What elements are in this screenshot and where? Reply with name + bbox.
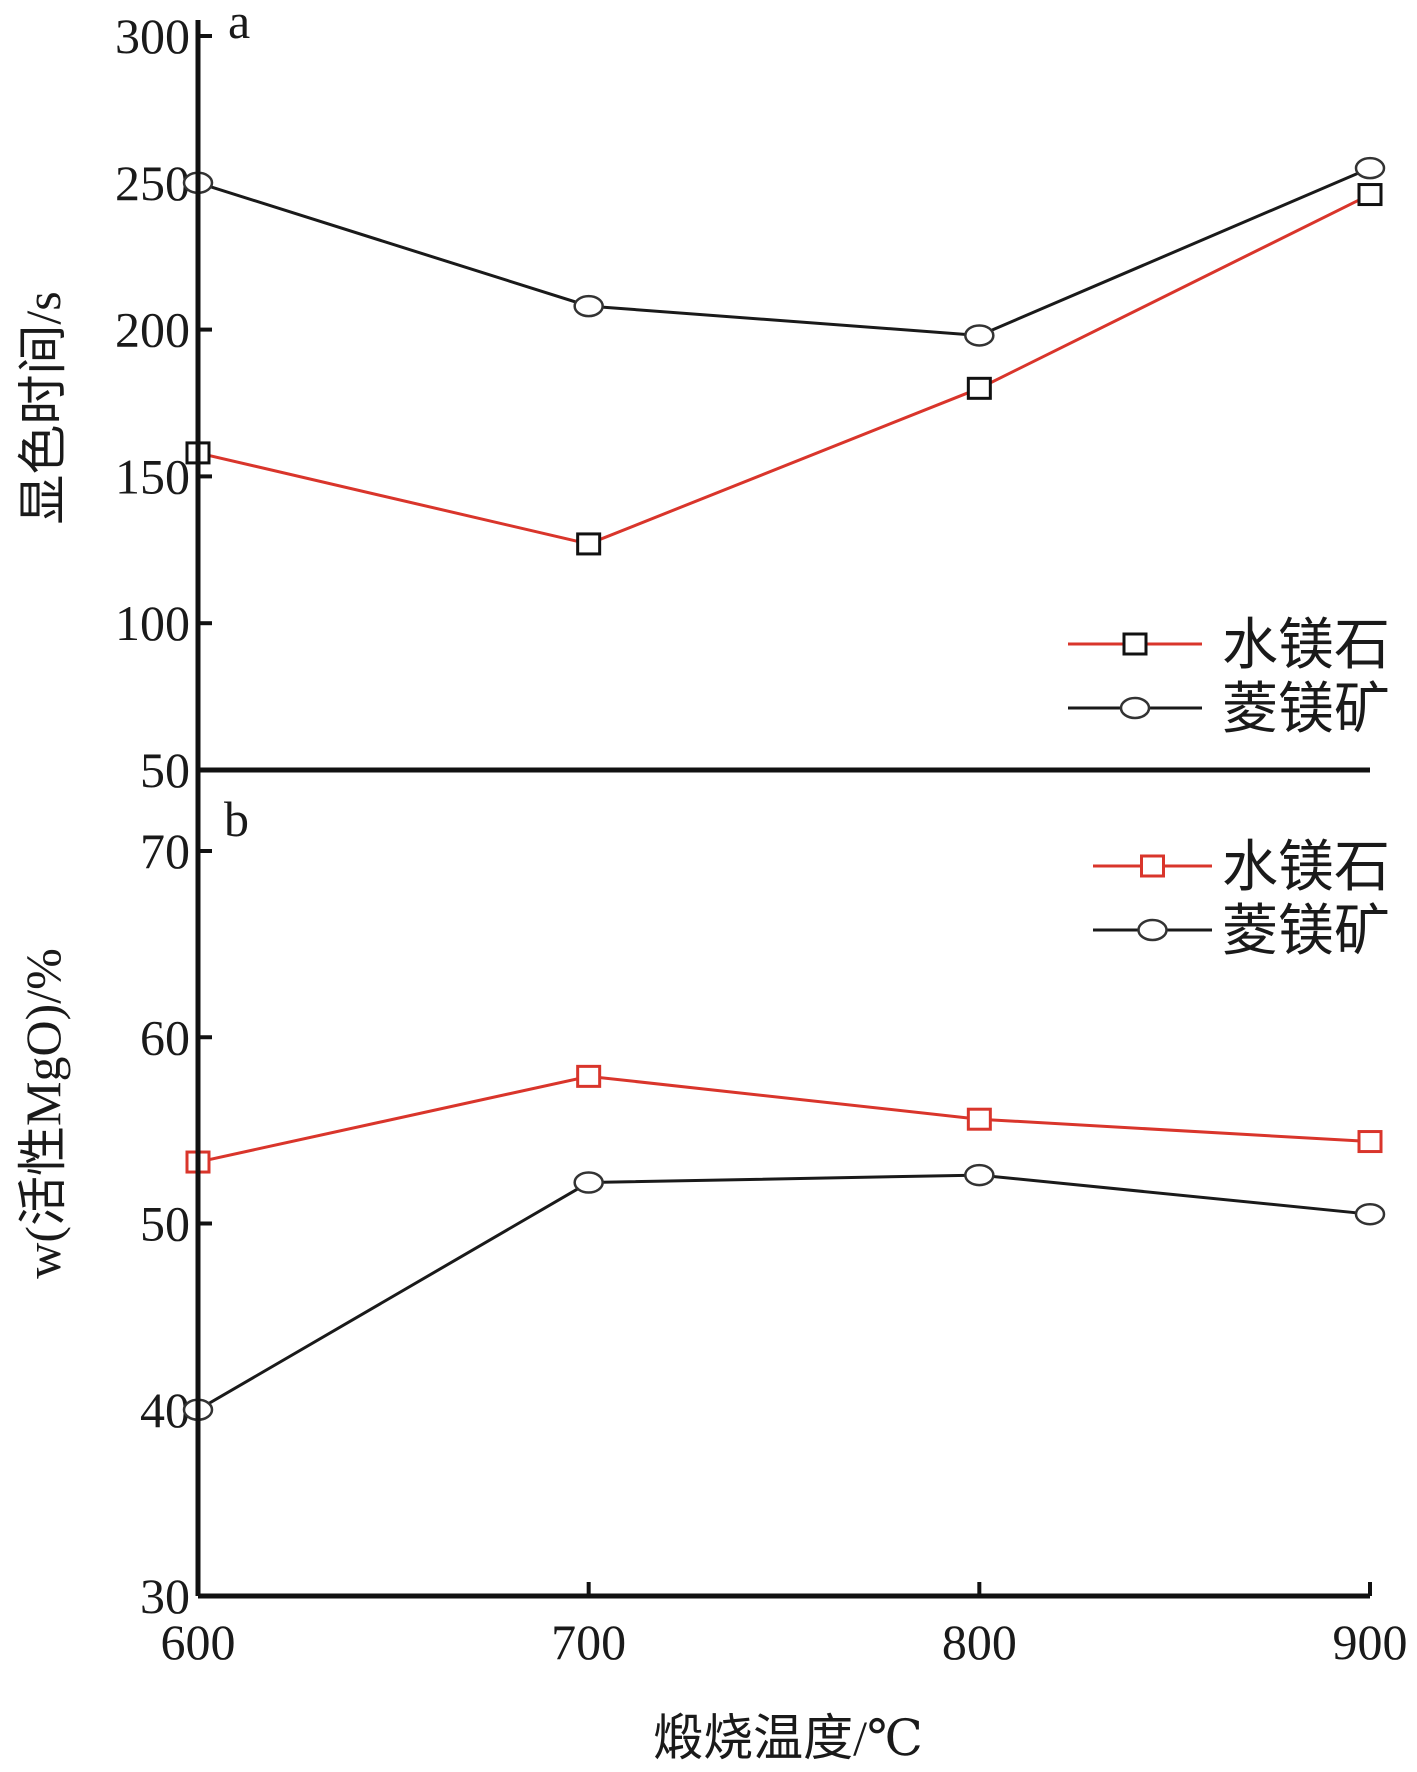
panel-a-series-1-point bbox=[1357, 183, 1383, 207]
panel-b-series-2-point bbox=[964, 1163, 995, 1187]
panel-b-series-1-point bbox=[966, 1107, 992, 1131]
panel-b-series-1-point bbox=[576, 1064, 602, 1088]
x-tick-label: 900 bbox=[1333, 1614, 1408, 1670]
panel-a-y-tick-label: 250 bbox=[115, 155, 190, 211]
panel-b-legend-marker-1 bbox=[1140, 854, 1165, 878]
panel-a-y-tick-label: 200 bbox=[115, 302, 190, 358]
x-tick-label: 600 bbox=[161, 1614, 236, 1670]
panel-a-legend-label-2: 菱镁矿 bbox=[1222, 679, 1390, 741]
panel-a-series-2-point bbox=[1354, 156, 1386, 180]
panel-a-series-2-line bbox=[197, 166, 1371, 337]
panel-b-y-tick-label: 60 bbox=[140, 1009, 190, 1065]
panel-b-series-2-point bbox=[573, 1171, 604, 1194]
panel-b-series-2-point bbox=[1354, 1202, 1386, 1226]
panel-a-series-2-point bbox=[964, 324, 995, 347]
panel-b-label: b bbox=[224, 791, 249, 847]
panel-b-legend-marker-2 bbox=[1137, 918, 1168, 942]
panel-a-y-tick-label: 50 bbox=[140, 742, 190, 798]
panel-a-label: a bbox=[228, 0, 250, 49]
x-axis-title: 煅烧温度/℃ bbox=[653, 1710, 923, 1766]
panel-a-legend-marker-1 bbox=[1122, 632, 1148, 656]
shared-x-axis: 600 700 800 900 煅烧温度/℃ bbox=[161, 20, 1408, 1766]
x-tick-label: 800 bbox=[942, 1614, 1017, 1670]
panel-b-legend-label-2: 菱镁矿 bbox=[1222, 901, 1390, 963]
panel-b-series-1-point bbox=[1357, 1130, 1383, 1154]
panel-a-series-1-line bbox=[197, 193, 1371, 546]
panel-a-legend-label-1: 水镁石 bbox=[1222, 615, 1390, 677]
panel-a-legend-marker-2 bbox=[1119, 696, 1151, 720]
panel-a-y-tick-label: 300 bbox=[115, 8, 190, 64]
panel-b-y-tick-label: 30 bbox=[140, 1568, 190, 1624]
panel-a-y-axis-title: 显色时间/s bbox=[15, 291, 71, 524]
panel-b-y-axis-title: w(活性MgO)/% bbox=[15, 948, 71, 1279]
panel-a-y-tick-label: 150 bbox=[115, 448, 190, 504]
panel-a-series-1-point bbox=[966, 376, 992, 400]
x-tick-label: 700 bbox=[551, 1614, 626, 1670]
panel-b-y-tick-label: 70 bbox=[140, 823, 190, 879]
panel-b-series-2-line bbox=[197, 1173, 1371, 1412]
panel-a-series-1-point bbox=[576, 532, 602, 556]
panel-b-legend-label-1: 水镁石 bbox=[1222, 837, 1390, 899]
panel-b-y-tick-label: 40 bbox=[140, 1382, 190, 1438]
panel-b-y-tick-label: 50 bbox=[140, 1196, 190, 1252]
panel-a-y-tick-label: 100 bbox=[115, 595, 190, 651]
panel-b-series-1-line bbox=[197, 1074, 1371, 1164]
panel-a-series-2-point bbox=[573, 294, 604, 318]
